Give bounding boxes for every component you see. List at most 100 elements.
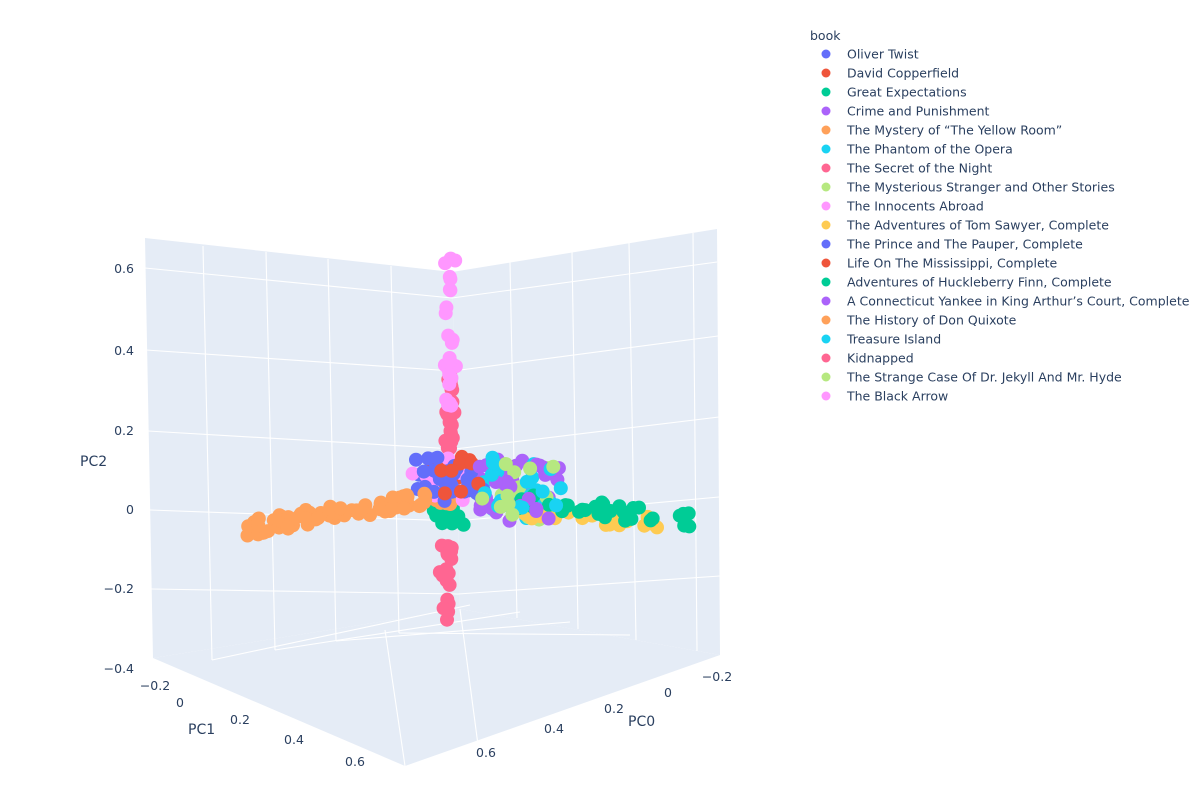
back-wall-right — [452, 229, 720, 655]
legend-item[interactable]: The Mystery of “The Yellow Room” — [821, 123, 1063, 138]
data-point — [416, 464, 431, 479]
data-point — [311, 511, 325, 526]
data-point — [372, 502, 387, 517]
legend-item[interactable]: Oliver Twist — [821, 47, 919, 62]
legend-label: Oliver Twist — [847, 47, 919, 62]
legend-label: The Phantom of the Opera — [846, 142, 1013, 157]
z-tick-label: 0 — [126, 502, 134, 517]
legend-label: The Adventures of Tom Sawyer, Complete — [846, 218, 1109, 233]
legend-item[interactable]: The Mysterious Stranger and Other Storie… — [821, 180, 1115, 195]
legend-item[interactable]: Great Expectations — [821, 85, 967, 100]
data-point — [385, 501, 400, 515]
legend-label: The Secret of the Night — [846, 161, 992, 176]
x-tick-label: 0.2 — [604, 701, 624, 716]
y-axis-title: PC1 — [188, 722, 215, 738]
data-point — [436, 601, 451, 616]
data-point — [241, 519, 256, 534]
legend-marker — [821, 239, 831, 249]
legend-label: The Strange Case Of Dr. Jekyll And Mr. H… — [846, 370, 1122, 385]
legend-item[interactable]: David Copperfield — [821, 66, 960, 81]
grid-line-x — [509, 261, 518, 619]
data-point — [493, 499, 508, 514]
z-axis-title: PC2 — [80, 454, 107, 470]
data-point — [549, 498, 564, 513]
legend-item[interactable]: The Adventures of Tom Sawyer, Complete — [821, 218, 1110, 233]
legend-label: The Innocents Abroad — [846, 199, 984, 214]
data-point — [280, 520, 295, 535]
legend-label: Crime and Punishment — [847, 104, 990, 119]
data-point — [417, 495, 432, 510]
grid-line-z — [144, 261, 718, 299]
legend-item[interactable]: The History of Don Quixote — [821, 313, 1017, 328]
legend-item[interactable]: A Connecticut Yankee in King Arthur’s Co… — [821, 294, 1190, 309]
legend-item[interactable]: Adventures of Huckleberry Finn, Complete — [821, 275, 1112, 290]
grid-line-y — [390, 265, 400, 634]
legend-item[interactable]: Treasure Island — [821, 332, 942, 347]
legend-item[interactable]: Crime and Punishment — [821, 104, 990, 119]
legend-marker — [821, 315, 831, 325]
data-point — [442, 282, 457, 297]
z-tick-label: −0.2 — [104, 581, 134, 596]
legend-marker — [821, 353, 831, 363]
back-wall-left — [145, 238, 460, 658]
data-point — [444, 463, 459, 478]
data-point — [409, 452, 423, 467]
axis-ticks: −0.4 −0.2 0 0.2 0.4 0.6 −0.2 0 0.2 0.4 0.6 −0.2 0 0.2… — [104, 261, 733, 769]
data-point — [616, 505, 631, 520]
grid-line-floor — [384, 629, 406, 767]
data-point — [440, 546, 455, 560]
legend-item[interactable]: The Phantom of the Opera — [821, 142, 1013, 157]
legend-item[interactable]: Kidnapped — [821, 351, 914, 366]
legend-marker — [821, 68, 831, 78]
legend-marker — [821, 87, 831, 97]
legend-item[interactable]: The Strange Case Of Dr. Jekyll And Mr. H… — [821, 370, 1123, 385]
legend-marker — [821, 163, 831, 173]
legend-marker — [821, 220, 831, 230]
y-tick-label: 0.6 — [345, 754, 365, 769]
data-point — [485, 455, 500, 470]
legend-marker — [821, 49, 831, 59]
legend-label: The Prince and The Pauper, Complete — [846, 237, 1083, 252]
legend-item[interactable]: The Secret of the Night — [821, 161, 993, 176]
data-point — [454, 484, 468, 499]
data-point — [553, 481, 568, 496]
y-tick-label: 0.2 — [230, 712, 250, 727]
data-point — [505, 507, 520, 522]
data-point — [354, 502, 369, 517]
data-point — [385, 490, 400, 505]
legend-marker — [821, 106, 831, 116]
z-tick-label: 0.2 — [114, 423, 134, 438]
grid-line-floor — [274, 611, 521, 651]
grid-line-y — [202, 245, 213, 661]
data-point — [432, 565, 447, 580]
y-tick-label: 0 — [176, 695, 184, 710]
grid-line-floor — [211, 604, 471, 661]
z-tick-label: −0.4 — [104, 661, 134, 676]
legend-label: A Connecticut Yankee in King Arthur’s Co… — [847, 294, 1190, 309]
grid-line-x — [628, 242, 637, 641]
grid-line-y — [265, 251, 276, 651]
legend-item[interactable]: Life On The Mississippi, Complete — [821, 256, 1058, 271]
data-point — [519, 474, 534, 489]
legend-marker — [821, 296, 831, 306]
legend-item[interactable]: The Prince and The Pauper, Complete — [821, 237, 1084, 252]
x-tick-label: 0.4 — [544, 721, 564, 736]
data-point — [441, 328, 456, 343]
data-point — [438, 256, 453, 271]
legend-marker — [821, 258, 831, 268]
data-point — [515, 500, 530, 515]
legend-marker — [821, 334, 831, 344]
x-axis-title: PC0 — [628, 714, 655, 730]
legend-marker — [821, 182, 831, 192]
legend-item[interactable]: The Innocents Abroad — [821, 199, 984, 214]
data-point — [429, 508, 444, 523]
data-point — [535, 484, 550, 499]
series-points — [434, 454, 486, 501]
legend-item[interactable]: The Black Arrow — [821, 389, 949, 404]
data-point — [451, 509, 466, 524]
grid-line-floor — [398, 632, 631, 636]
x-tick-label: 0 — [664, 685, 672, 700]
series-points — [432, 538, 459, 627]
legend-label: Adventures of Huckleberry Finn, Complete — [847, 275, 1112, 290]
